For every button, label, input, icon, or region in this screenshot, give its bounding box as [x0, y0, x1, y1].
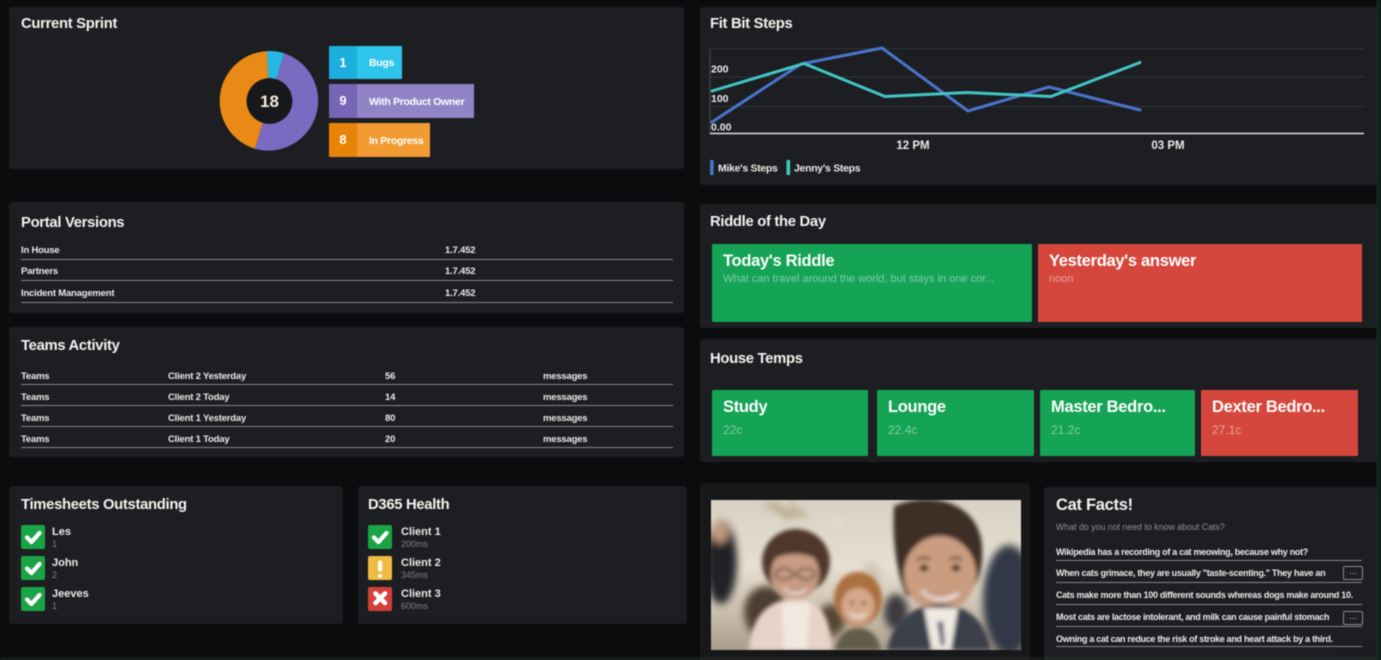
svg-text:Jenny's Steps: Jenny's Steps	[794, 163, 861, 175]
svg-text:100: 100	[711, 93, 729, 105]
svg-text:12 PM: 12 PM	[896, 140, 929, 152]
svg-text:18: 18	[260, 92, 279, 111]
svg-text:200: 200	[711, 64, 729, 76]
svg-text:03 PM: 03 PM	[1151, 140, 1184, 152]
svg-text:Mike's Steps: Mike's Steps	[718, 163, 778, 175]
svg-text:0.00: 0.00	[711, 122, 732, 134]
